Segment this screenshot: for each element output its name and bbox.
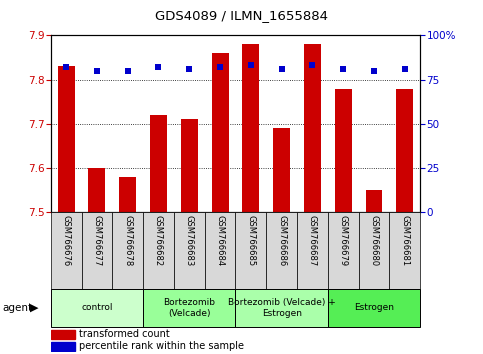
Text: Bortezomib (Velcade) +
Estrogen: Bortezomib (Velcade) + Estrogen — [228, 298, 336, 318]
Text: Bortezomib
(Velcade): Bortezomib (Velcade) — [163, 298, 215, 318]
Text: GSM766676: GSM766676 — [62, 215, 71, 266]
Text: Estrogen: Estrogen — [354, 303, 394, 313]
Point — [340, 66, 347, 72]
Bar — [181, 120, 198, 212]
Bar — [88, 168, 105, 212]
Bar — [205, 212, 236, 289]
Point — [124, 68, 131, 74]
Bar — [328, 289, 420, 327]
Text: GSM766687: GSM766687 — [308, 215, 317, 266]
Point — [185, 66, 193, 72]
Bar — [335, 88, 352, 212]
Bar — [366, 190, 383, 212]
Text: GSM766680: GSM766680 — [369, 215, 379, 266]
Bar — [297, 212, 328, 289]
Bar — [51, 330, 75, 339]
Point — [278, 66, 285, 72]
Bar — [119, 177, 136, 212]
Bar — [236, 212, 266, 289]
Bar — [51, 212, 82, 289]
Text: GSM766677: GSM766677 — [92, 215, 101, 266]
Text: GSM766678: GSM766678 — [123, 215, 132, 266]
Text: GDS4089 / ILMN_1655884: GDS4089 / ILMN_1655884 — [155, 9, 328, 22]
Text: percentile rank within the sample: percentile rank within the sample — [79, 342, 244, 352]
Bar — [328, 212, 358, 289]
Bar — [150, 115, 167, 212]
Point — [93, 68, 101, 74]
Point — [370, 68, 378, 74]
Bar — [174, 212, 205, 289]
Text: agent: agent — [2, 303, 32, 313]
Bar — [112, 212, 143, 289]
Text: GSM766686: GSM766686 — [277, 215, 286, 266]
Text: ▶: ▶ — [30, 303, 39, 313]
Text: GSM766684: GSM766684 — [215, 215, 225, 266]
Text: GSM766683: GSM766683 — [185, 215, 194, 266]
Text: GSM766685: GSM766685 — [246, 215, 256, 266]
Bar — [304, 44, 321, 212]
Bar — [273, 128, 290, 212]
Bar — [358, 212, 389, 289]
Point — [401, 66, 409, 72]
Bar — [236, 289, 328, 327]
Text: GSM766682: GSM766682 — [154, 215, 163, 266]
Point — [216, 64, 224, 70]
Bar — [51, 342, 75, 351]
Bar — [82, 212, 112, 289]
Point — [62, 64, 70, 70]
Text: control: control — [81, 303, 113, 313]
Bar — [389, 212, 420, 289]
Text: transformed count: transformed count — [79, 330, 170, 339]
Bar — [57, 67, 74, 212]
Bar — [51, 289, 143, 327]
Point — [309, 63, 316, 68]
Bar — [397, 88, 413, 212]
Bar — [143, 212, 174, 289]
Bar — [143, 289, 236, 327]
Point — [155, 64, 162, 70]
Bar — [242, 44, 259, 212]
Text: GSM766679: GSM766679 — [339, 215, 348, 266]
Bar — [266, 212, 297, 289]
Text: GSM766681: GSM766681 — [400, 215, 409, 266]
Point — [247, 63, 255, 68]
Bar — [212, 53, 228, 212]
